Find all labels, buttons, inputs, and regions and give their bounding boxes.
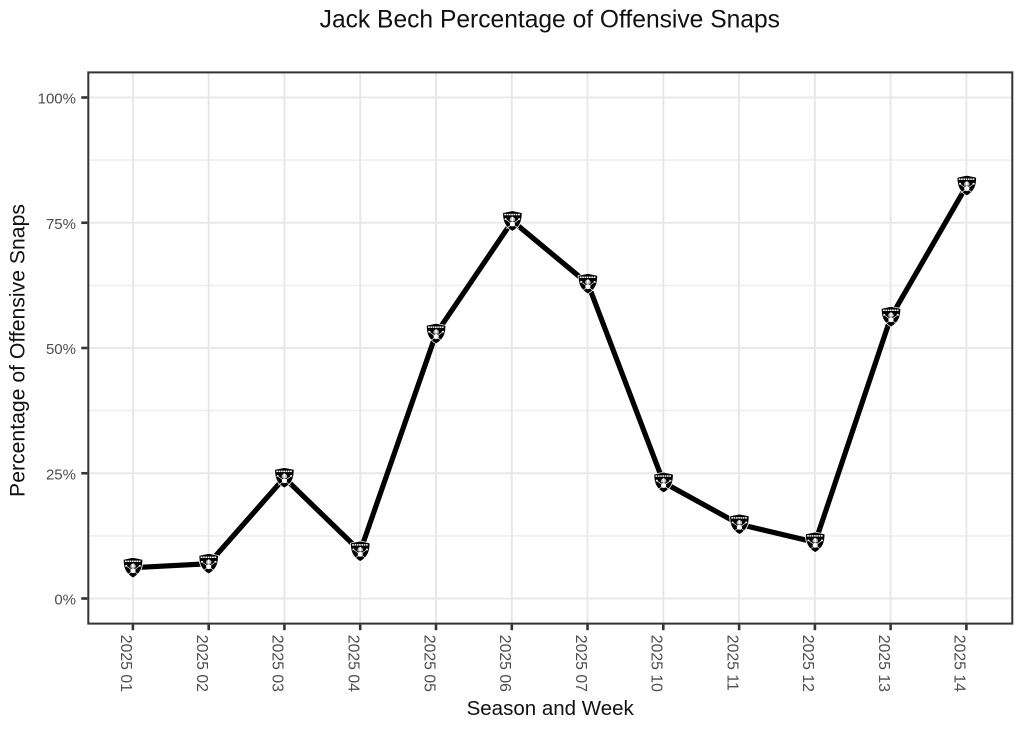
svg-text:100%: 100% — [38, 91, 76, 108]
svg-text:75%: 75% — [46, 216, 76, 233]
svg-text:0%: 0% — [54, 592, 76, 609]
svg-text:2025 14: 2025 14 — [951, 635, 968, 692]
svg-text:25%: 25% — [46, 466, 76, 483]
svg-text:2025 07: 2025 07 — [572, 635, 589, 692]
svg-text:2025 12: 2025 12 — [799, 635, 816, 692]
svg-text:2025 06: 2025 06 — [496, 635, 513, 692]
svg-text:2025 02: 2025 02 — [193, 635, 210, 692]
svg-text:2025 11: 2025 11 — [723, 635, 740, 691]
svg-text:Percentage of Offensive Snaps: Percentage of Offensive Snaps — [7, 204, 30, 497]
svg-text:2025 10: 2025 10 — [648, 635, 665, 692]
svg-text:2025 01: 2025 01 — [117, 635, 134, 692]
svg-text:2025 13: 2025 13 — [875, 635, 892, 692]
svg-text:2025 03: 2025 03 — [269, 635, 286, 692]
svg-text:2025 04: 2025 04 — [345, 635, 362, 692]
svg-text:Season and Week: Season and Week — [467, 697, 635, 720]
svg-text:Jack Bech Percentage of Offens: Jack Bech Percentage of Offensive Snaps — [320, 7, 780, 34]
svg-text:50%: 50% — [46, 341, 76, 358]
svg-text:2025 05: 2025 05 — [420, 635, 437, 692]
